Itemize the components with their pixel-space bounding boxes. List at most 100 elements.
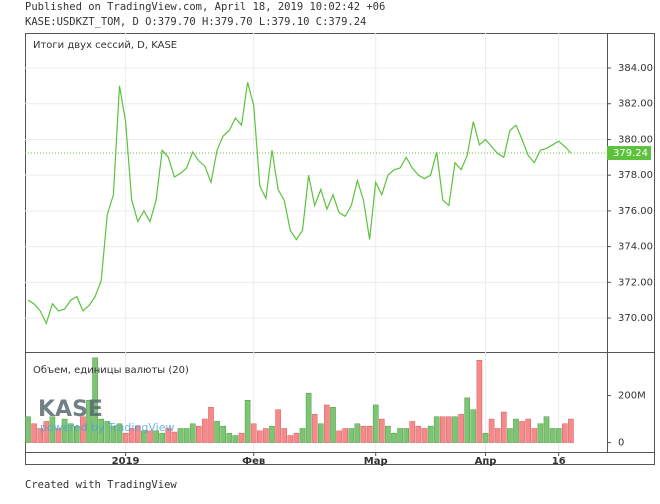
volume-bar [202, 418, 208, 443]
volume-bar [561, 423, 568, 443]
y-tick-label: 372.00 [618, 277, 653, 288]
y-tick-label: 378.00 [618, 170, 653, 181]
volume-bar [555, 428, 562, 443]
volume-bar [513, 418, 519, 443]
volume-bar [452, 416, 458, 443]
volume-bar [80, 416, 86, 443]
volume-bar [269, 425, 275, 443]
volume-bar [244, 399, 251, 443]
volume-bar [433, 416, 440, 443]
volume-bar [214, 421, 220, 443]
volume-bar [397, 428, 403, 443]
volume-bar [494, 428, 501, 443]
volume-bar [98, 418, 105, 443]
volume-bar [317, 423, 324, 443]
x-tick-label: Апр [475, 456, 497, 467]
volume-bar [537, 423, 544, 443]
volume-bar [421, 428, 428, 443]
y-tick-label: 374.00 [618, 242, 653, 253]
volume-bar [403, 428, 410, 443]
volume-bar [31, 423, 37, 443]
volume-bar [439, 416, 446, 443]
y-tick-label: 376.00 [618, 206, 653, 217]
volume-bar [110, 425, 117, 443]
last-value-label: 379.24 [613, 148, 648, 159]
volume-bar [208, 407, 214, 443]
volume-bar [122, 432, 129, 443]
volume-bar [37, 428, 44, 443]
volume-bar [299, 428, 306, 443]
volume-bar [73, 425, 80, 443]
volume-bar [427, 425, 434, 443]
volume-bar [354, 423, 361, 443]
footer: Created with TradingView [25, 479, 177, 491]
volume-bar [366, 425, 373, 443]
volume-bar [305, 392, 312, 443]
volume-bar [287, 435, 294, 443]
volume-bar [232, 435, 239, 443]
volume-bar [311, 414, 318, 443]
price-pane-title: Итоги двух сессий, D, KASE [33, 40, 177, 51]
volume-bar [134, 425, 141, 443]
volume-bar [342, 428, 349, 443]
volume-bar [220, 425, 227, 443]
volume-bar [92, 357, 98, 443]
volume-bar [153, 430, 159, 443]
volume-bar [116, 423, 123, 443]
y-tick-label: 200M [618, 391, 646, 402]
volume-bar [360, 425, 367, 443]
volume-bar [141, 430, 147, 443]
volume-bar [256, 430, 263, 443]
volume-bar [543, 416, 550, 443]
watermark-logo: KASE [38, 397, 103, 422]
volume-bar [171, 431, 178, 443]
volume-bar [55, 428, 62, 443]
volume-bar [500, 411, 507, 443]
y-tick-label: 370.00 [618, 313, 653, 324]
volume-bar [470, 409, 477, 443]
volume-bar [159, 432, 166, 443]
volume-bar [519, 421, 525, 443]
volume-bar [25, 416, 31, 443]
volume-bar [330, 407, 336, 443]
y-tick-label: 380.00 [618, 134, 653, 145]
volume-bar [189, 423, 196, 443]
last-value-box [607, 146, 651, 161]
volume-bar [49, 416, 56, 443]
volume-bar [336, 430, 342, 443]
volume-bar [385, 425, 391, 443]
volume-bar [250, 423, 257, 443]
volume-bar [238, 432, 245, 443]
volume-bar [177, 428, 184, 443]
volume-bar [86, 399, 92, 443]
volume-bar [281, 428, 288, 443]
symbol-line: KASE:USDKZT_TOM, D O:379.70 H:379.70 L:3… [25, 16, 366, 28]
volume-bar [378, 418, 385, 443]
volume-bar [476, 359, 483, 443]
volume-bar [372, 404, 379, 443]
volume-bar [415, 425, 422, 443]
x-tick-label: Фев [242, 456, 265, 467]
volume-bar [458, 414, 464, 443]
volume-bar [464, 397, 471, 443]
published-line: Published on TradingView.com, April 18, … [25, 1, 385, 13]
marks [25, 82, 607, 443]
volume-bar [147, 430, 153, 443]
volume-bar [195, 425, 202, 443]
volume-bar [507, 428, 513, 443]
y-tick-label: 0 [618, 438, 624, 449]
volume-bar [183, 428, 190, 443]
volume-bar [263, 428, 269, 443]
y-tick-label: 384.00 [618, 63, 653, 74]
volume-bar [549, 428, 556, 443]
x-tick-label: 16 [552, 456, 566, 467]
x-tick-label: 2019 [112, 456, 140, 467]
volume-bar [391, 432, 397, 443]
watermark-tagline: powered by TradingView [40, 421, 174, 434]
volume-bar [67, 423, 74, 443]
volume-bar [43, 421, 50, 443]
volume-bar [165, 428, 172, 443]
volume-bar [293, 432, 300, 443]
chart-frame [25, 33, 655, 465]
